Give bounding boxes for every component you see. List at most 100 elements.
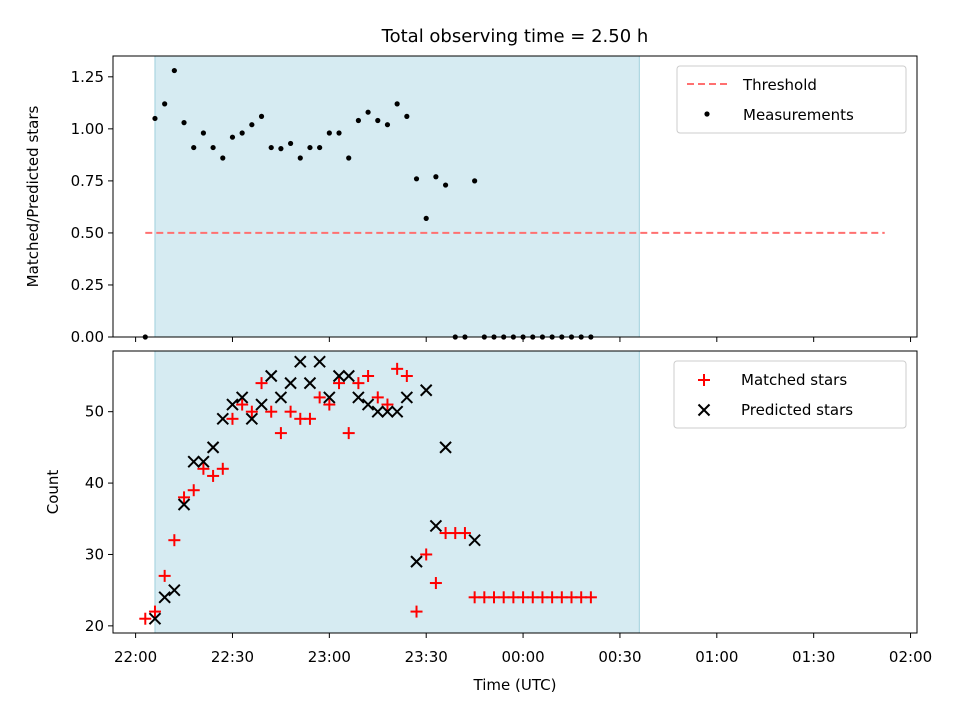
bottom-x-tick-label: 00:30 xyxy=(598,648,641,666)
predicted-point xyxy=(439,441,452,454)
legend-predicted-label: Predicted stars xyxy=(741,401,853,419)
predicted-point-b xyxy=(381,405,394,418)
predicted-point xyxy=(294,355,307,368)
predicted-point-b xyxy=(148,612,162,625)
matched-point xyxy=(333,377,346,390)
measurement-point xyxy=(229,134,236,140)
predicted-point-b xyxy=(400,391,414,404)
predicted-point-b xyxy=(429,519,443,533)
matched-point xyxy=(381,398,394,411)
predicted-point xyxy=(371,405,384,418)
measurement-point xyxy=(200,130,207,136)
measurement-point xyxy=(423,215,429,221)
predicted-point xyxy=(400,391,414,404)
predicted-point xyxy=(226,398,239,411)
predicted-point-b xyxy=(468,533,481,547)
matched-point xyxy=(265,405,278,418)
measurement-point xyxy=(287,140,294,147)
top-y-tick-label: 1.25 xyxy=(71,68,104,86)
predicted-point xyxy=(245,412,259,426)
measurement-point xyxy=(210,144,216,151)
predicted-point-b xyxy=(265,369,278,383)
measurement-point xyxy=(258,113,265,119)
predicted-point-b xyxy=(313,355,326,368)
bottom-x-tick-label: 01:00 xyxy=(695,648,738,666)
predicted-point xyxy=(148,612,162,625)
measurement-point xyxy=(162,101,168,107)
matched-point xyxy=(323,398,336,411)
predicted-point-b xyxy=(390,405,404,418)
matched-point xyxy=(352,377,365,390)
predicted-point xyxy=(419,384,433,397)
measurement-point xyxy=(355,117,361,124)
matched-point xyxy=(245,405,258,418)
predicted-point xyxy=(284,376,297,390)
predicted-point-b xyxy=(187,455,200,468)
matched-point xyxy=(313,391,326,404)
predicted-point-b xyxy=(371,405,384,418)
matched-point xyxy=(187,484,200,497)
matched-point xyxy=(429,577,442,590)
predicted-point-b xyxy=(168,583,181,597)
measurement-point xyxy=(268,144,274,151)
top-y-axis-label: Matched/Predicted stars xyxy=(24,106,42,288)
bottom-y-axis-label: Count xyxy=(44,470,62,515)
predicted-point-b xyxy=(274,391,288,404)
predicted-point xyxy=(216,412,229,426)
bottom-axes-frame xyxy=(112,350,918,634)
predicted-point xyxy=(303,376,317,390)
measurement-point xyxy=(384,122,391,128)
measurement-point xyxy=(326,130,332,136)
chart-title: Total observing time = 2.50 h xyxy=(381,26,649,47)
predicted-point-b xyxy=(294,355,307,368)
predicted-point-b xyxy=(226,398,239,411)
top-y-tick-label: 0.25 xyxy=(71,276,104,294)
predicted-point xyxy=(206,441,220,454)
matched-point xyxy=(178,491,191,504)
predicted-point xyxy=(274,391,288,404)
bottom-y-tick-label: 20 xyxy=(85,617,104,635)
matched-point xyxy=(236,398,249,411)
bottom-y-tick-label: 30 xyxy=(85,545,104,563)
predicted-point xyxy=(410,555,423,568)
matched-point xyxy=(420,548,433,561)
legend-predicted-swatch xyxy=(697,403,711,417)
predicted-point-b xyxy=(177,498,191,511)
measurement-point xyxy=(404,113,410,119)
predicted-point xyxy=(342,369,355,383)
predicted-point-b xyxy=(361,398,375,411)
predicted-point xyxy=(323,391,336,404)
matched-point xyxy=(284,405,297,418)
top-observing-window-shade xyxy=(154,55,640,338)
predicted-point-b xyxy=(439,441,452,454)
predicted-point-b xyxy=(419,384,433,397)
legend-matched-marker xyxy=(698,374,710,386)
predicted-point-b xyxy=(323,391,336,404)
top-axes-frame xyxy=(112,55,918,338)
predicted-point-b xyxy=(332,369,346,383)
predicted-point-b xyxy=(410,555,423,568)
matched-point xyxy=(458,527,471,540)
predicted-point xyxy=(361,398,375,411)
predicted-point xyxy=(332,369,346,383)
legend-predicted-marker xyxy=(697,403,711,417)
bottom-x-tick-label: 22:00 xyxy=(114,648,157,666)
measurement-point xyxy=(413,176,420,182)
predicted-point xyxy=(381,405,394,418)
matched-point xyxy=(371,391,384,404)
matched-point xyxy=(226,412,239,425)
bottom-panel: 20 30 40 50 22:00 22:30 23:00 23:30 00:00 00:30 0… xyxy=(44,350,932,694)
top-panel: 0.00 0.25 0.50 0.75 1.00 1.25 Total observing… xyxy=(24,26,918,346)
top-y-tick-label: 1.00 xyxy=(71,120,104,138)
measurement-point xyxy=(346,155,352,161)
predicted-point-b xyxy=(284,376,297,390)
matched-point xyxy=(148,605,161,618)
predicted-point xyxy=(158,591,171,604)
predicted-point xyxy=(468,533,481,547)
matched-point xyxy=(139,612,152,625)
top-legend-box xyxy=(676,65,907,134)
bottom-x-tick-label: 01:30 xyxy=(792,648,835,666)
predicted-point xyxy=(429,519,443,533)
measurement-point xyxy=(191,144,197,151)
bottom-x-tick-label: 23:00 xyxy=(308,648,351,666)
